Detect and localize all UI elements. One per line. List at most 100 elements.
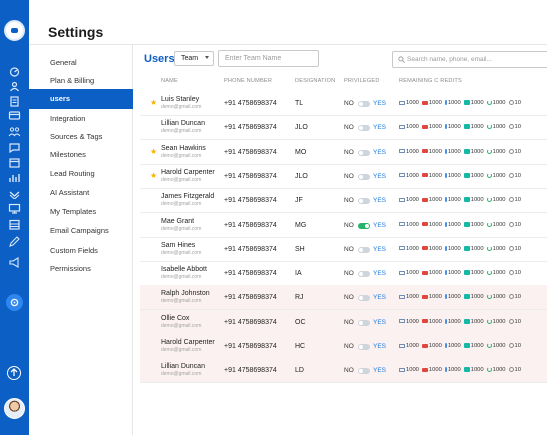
clipboard-icon[interactable] [8,96,21,107]
user-designation: IA [295,270,302,278]
team-name-input[interactable] [218,50,319,67]
chat-icon[interactable] [8,142,21,153]
user-avatar[interactable] [4,398,25,419]
settings-icon[interactable] [6,294,23,311]
calendar-icon[interactable] [8,157,21,168]
credit-item: 1000 [421,294,442,300]
column-header-name[interactable]: NAME [161,78,178,84]
table-row[interactable]: Isabelle Abbott demo@gmail.com +91 4758698… [140,261,547,287]
privileged-toggle[interactable] [358,271,370,278]
user-phone: +91 4758698374 [224,367,277,375]
privileged-yes-label: YES [373,100,387,107]
phone-icon [486,197,492,203]
star-icon[interactable]: ★ [150,170,158,180]
privileged-toggle[interactable] [358,222,370,229]
search-box[interactable] [392,51,547,68]
app-logo[interactable] [4,20,25,41]
credit-item: 1000 [421,319,442,325]
search-icon [398,56,405,63]
credit-value: 1000 [492,367,506,374]
credit-value: 1000 [447,221,461,228]
nav-item-my-templates[interactable]: My Templates [50,207,97,216]
table-icon[interactable] [8,219,21,230]
star-icon[interactable]: ★ [150,146,158,156]
column-header-phone[interactable]: PHONE NUMBER [224,78,273,84]
star-icon[interactable]: ★ [150,98,158,107]
table-row[interactable]: ★ Sean Hawkins demo@gmail.com +91 475869837… [140,140,547,165]
phone-icon [486,343,492,348]
nav-item-email-campaigns[interactable]: Email Campaigns [50,226,109,235]
table-row[interactable]: Ollie Cox demo@gmail.com +91 4758698374 OC N… [140,309,547,335]
credit-item: 1000 [421,100,442,106]
nav-item-milestones[interactable]: Milestones [50,150,86,159]
team-icon[interactable] [8,126,21,137]
user-name: Luis Stanley [161,96,200,103]
credit-value: 1000 [470,343,484,350]
credit-value: 1000 [406,270,419,277]
privileged-toggle[interactable] [358,344,370,350]
credit-item: 1000 [399,319,419,325]
nav-item-sources-tags[interactable]: Sources & Tags [50,132,103,141]
nav-item-ai-assistant[interactable]: AI Assistant [50,188,90,197]
table-row[interactable]: Lillian Duncan demo@gmail.com +91 47586983… [140,358,547,384]
privileged-toggle[interactable] [358,149,370,156]
team-select[interactable]: Team [174,51,214,66]
dashboard-icon[interactable] [8,66,21,77]
megaphone-icon[interactable] [8,257,21,268]
table-row[interactable]: Mae Grant demo@gmail.com +91 4758698374 MG N… [140,213,547,238]
message-icon [421,319,428,324]
column-header-designation[interactable]: DESIGNATION [295,78,336,84]
user-phone: +91 4758698374 [224,343,277,350]
table-row[interactable]: Ralph Johnston demo@gmail.com +91 47586983… [140,285,547,311]
pen-icon[interactable] [8,236,21,247]
nav-item-permissions[interactable]: Permissions [50,264,91,273]
mail-icon [399,100,405,105]
privileged-toggle[interactable] [358,368,370,375]
nav-item-custom-fields[interactable]: Custom Fields [50,246,98,255]
remaining-credits: 1000 1000 1000 1000 1000 10 [399,148,524,155]
card-icon[interactable] [8,110,21,121]
privileged-toggle[interactable] [358,295,370,302]
table-row[interactable]: Lillian Duncan demo@gmail.com +91 47586983… [140,115,547,141]
search-input[interactable] [407,54,537,65]
credit-item: 1000 [463,245,484,252]
nav-item-lead-routing[interactable]: Lead Routing [50,169,95,178]
credit-value: 1000 [447,294,461,301]
settings-icon [508,148,514,154]
table-row[interactable]: Harold Carpenter demo@gmail.com +91 475869… [140,334,547,359]
credit-value: 1000 [428,197,442,204]
credit-value: 1000 [428,172,442,179]
credit-item: 1000 [421,367,442,373]
privileged-toggle[interactable] [358,319,370,326]
column-header-privileged[interactable]: PRIVILEGED [344,78,380,84]
nav-item-integration[interactable]: Integration [50,114,86,123]
credit-item: 1000 [486,343,506,349]
credit-item: 1000 [421,124,442,130]
credit-value: 1000 [406,343,419,350]
up-arrow-icon[interactable] [7,366,21,380]
notification-icon[interactable] [8,188,21,199]
privileged-toggle[interactable] [358,125,370,132]
message-icon [421,246,428,251]
analytics-icon[interactable] [8,172,21,183]
column-header-credits[interactable]: REMAINING C REDITS [399,78,462,84]
nav-item-plan-billing[interactable]: Plan & Billing [50,76,95,85]
phone-icon [486,124,492,130]
user-phone: +91 4758698374 [224,294,277,302]
table-row[interactable]: ★ Harold Carpenter demo@gmail.com +91 47586… [140,164,547,189]
nav-item-general[interactable]: General [50,58,77,67]
table-row[interactable]: Sam Hines demo@gmail.com +91 4758698374 SH N… [140,237,547,262]
credit-value: 1000 [470,294,484,301]
monitor-icon[interactable] [8,203,21,214]
whatsapp-icon [463,343,470,348]
credit-value: 1000 [406,100,419,107]
table-row[interactable]: ★ Luis Stanley demo@gmail.com +91 475869837… [140,91,547,116]
privileged-toggle[interactable] [358,173,370,180]
privileged-toggle[interactable] [358,198,370,205]
nav-item-users[interactable]: users [29,89,133,109]
privileged-toggle[interactable] [358,101,370,107]
mail-icon [399,124,405,129]
privileged-toggle[interactable] [358,246,370,253]
contacts-icon[interactable] [8,81,21,92]
table-row[interactable]: James Fitzgerald demo@gmail.com +91 475869… [140,188,547,214]
